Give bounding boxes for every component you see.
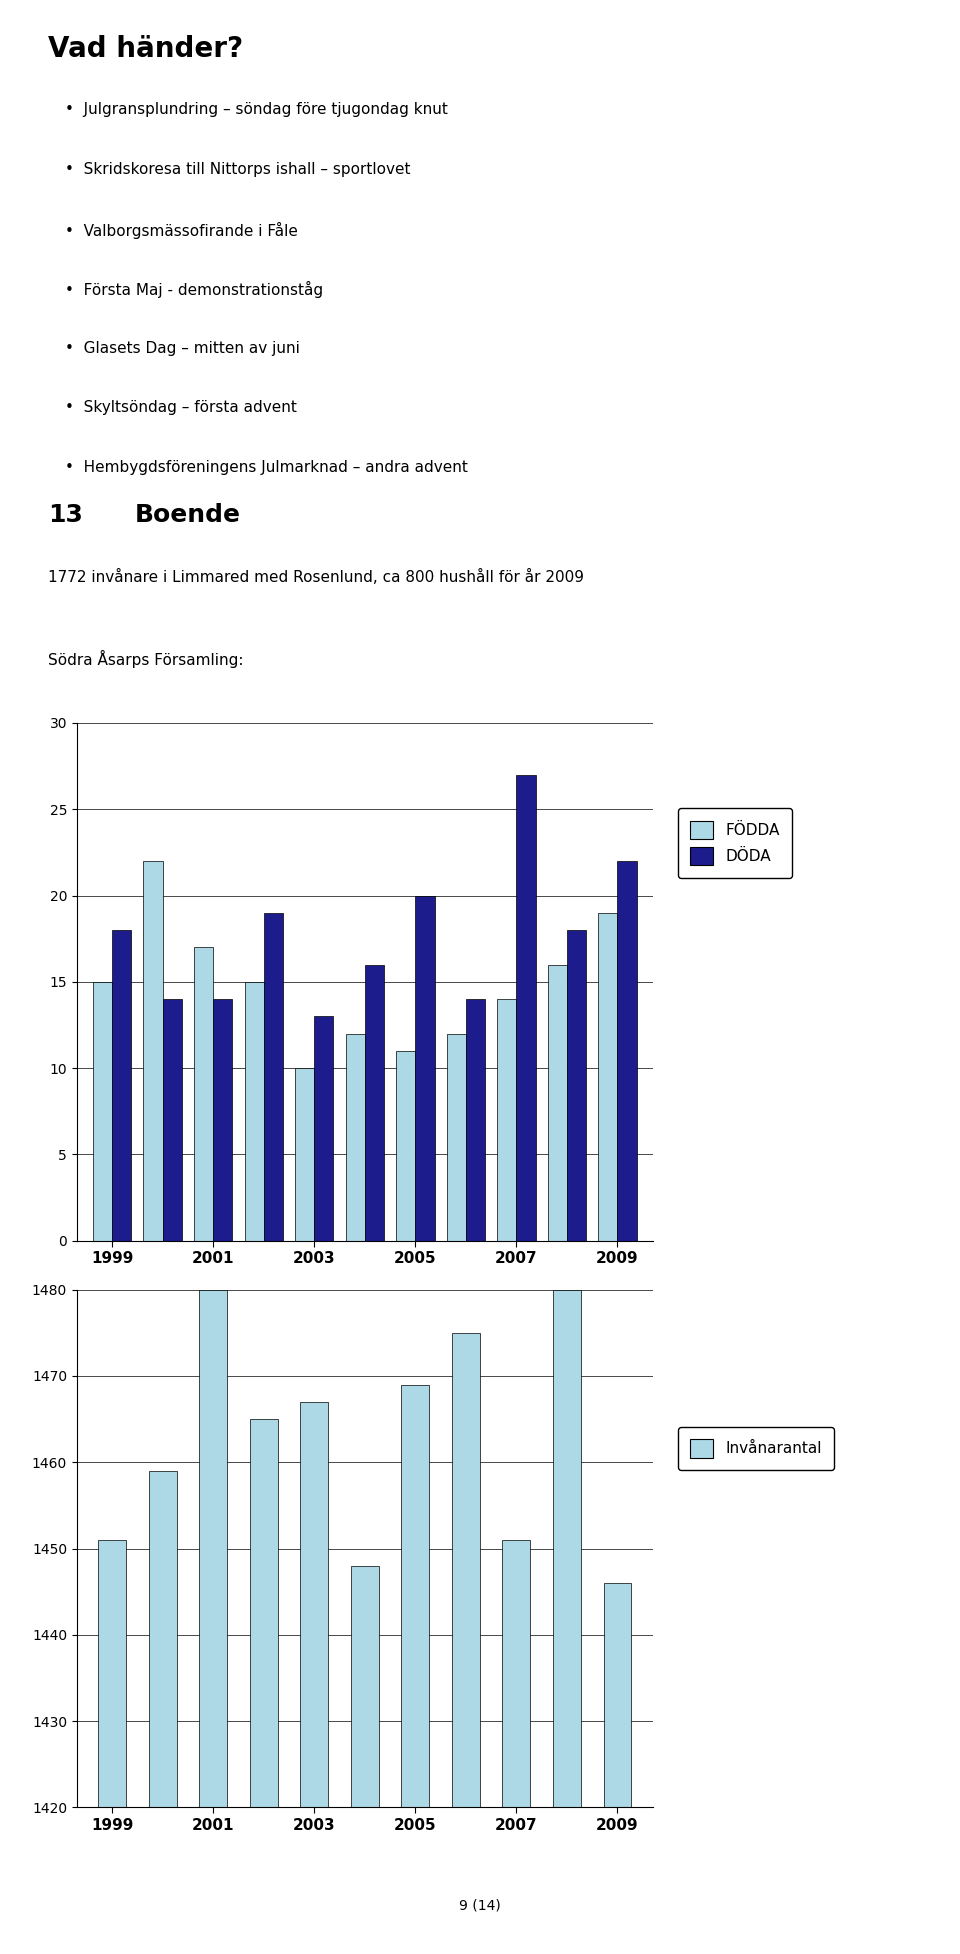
Bar bbox=[604, 1583, 632, 1954]
Text: Södra Åsarps Församling:: Södra Åsarps Församling: bbox=[48, 649, 244, 668]
Text: Vad händer?: Vad händer? bbox=[48, 35, 243, 63]
Text: Boende: Boende bbox=[134, 502, 240, 528]
Bar bbox=[598, 913, 617, 1241]
Text: •  Glasets Dag – mitten av juni: • Glasets Dag – mitten av juni bbox=[65, 340, 300, 356]
Text: 1772 invånare i Limmared med Rosenlund, ca 800 hushåll för år 2009: 1772 invånare i Limmared med Rosenlund, … bbox=[48, 569, 584, 584]
Bar bbox=[617, 862, 636, 1241]
Bar bbox=[396, 1051, 416, 1241]
Bar bbox=[98, 1540, 126, 1954]
Legend: FÖDDA, DÖDA: FÖDDA, DÖDA bbox=[678, 809, 792, 877]
Bar bbox=[452, 1333, 480, 1954]
Bar bbox=[264, 913, 283, 1241]
Bar bbox=[548, 965, 567, 1241]
Text: •  Första Maj - demonstrationståg: • Första Maj - demonstrationståg bbox=[65, 281, 324, 299]
Bar bbox=[346, 1034, 365, 1241]
Bar bbox=[300, 1401, 328, 1954]
Bar bbox=[245, 981, 264, 1241]
Text: 13: 13 bbox=[48, 502, 83, 528]
Bar bbox=[502, 1540, 530, 1954]
Bar bbox=[466, 998, 485, 1241]
Text: •  Skridskoresa till Nittorps ishall – sportlovet: • Skridskoresa till Nittorps ishall – sp… bbox=[65, 162, 411, 178]
Bar bbox=[446, 1034, 466, 1241]
Bar bbox=[416, 895, 435, 1241]
Bar bbox=[194, 948, 213, 1241]
Bar bbox=[567, 930, 587, 1241]
Text: •  Hembygdsföreningens Julmarknad – andra advent: • Hembygdsföreningens Julmarknad – andra… bbox=[65, 459, 468, 475]
Bar bbox=[162, 998, 181, 1241]
Legend: Invånarantal: Invånarantal bbox=[678, 1426, 834, 1469]
Bar bbox=[112, 930, 132, 1241]
Text: 9 (14): 9 (14) bbox=[459, 1897, 501, 1913]
Bar bbox=[93, 981, 112, 1241]
Bar bbox=[401, 1385, 429, 1954]
Bar bbox=[295, 1069, 314, 1241]
Text: •  Valborgsmässofirande i Fåle: • Valborgsmässofirande i Fåle bbox=[65, 221, 299, 238]
Bar bbox=[516, 774, 536, 1241]
Bar bbox=[553, 1290, 581, 1954]
Bar bbox=[314, 1016, 333, 1241]
Bar bbox=[143, 862, 162, 1241]
Bar bbox=[149, 1471, 177, 1954]
Bar bbox=[250, 1419, 277, 1954]
Text: •  Julgransplundring – söndag före tjugondag knut: • Julgransplundring – söndag före tjugon… bbox=[65, 102, 448, 117]
Bar bbox=[200, 1290, 228, 1954]
Bar bbox=[497, 998, 516, 1241]
Bar bbox=[213, 998, 232, 1241]
Bar bbox=[351, 1565, 378, 1954]
Bar bbox=[365, 965, 384, 1241]
Text: •  Skyltsöndag – första advent: • Skyltsöndag – första advent bbox=[65, 401, 298, 414]
